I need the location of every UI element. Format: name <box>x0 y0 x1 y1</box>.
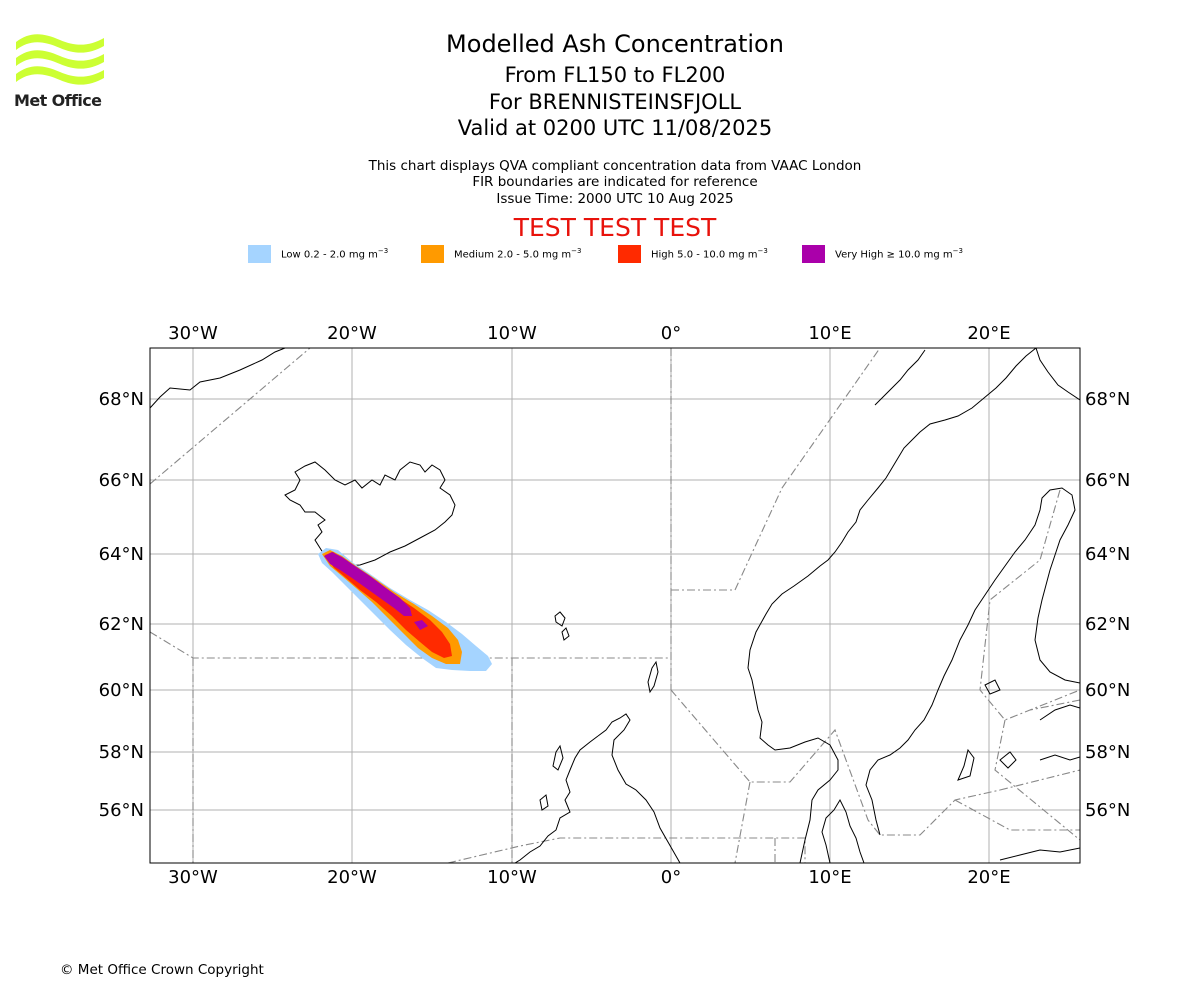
legend-swatch <box>802 245 825 263</box>
lon-tick: 10°E <box>808 323 851 344</box>
lon-tick: 20°E <box>967 323 1010 344</box>
ash-very-high-spot <box>414 620 428 630</box>
lat-tick: 66°N <box>99 470 144 491</box>
lat-tick: 56°N <box>1085 800 1130 821</box>
lon-tick: 20°E <box>967 867 1010 888</box>
lat-tick: 64°N <box>99 544 144 565</box>
lat-tick: 62°N <box>99 614 144 635</box>
lon-tick: 30°W <box>168 323 218 344</box>
legend-item-low: Low 0.2 - 2.0 mg m−3 <box>248 245 388 263</box>
met-office-logo-icon <box>16 34 104 85</box>
legend-label: Medium 2.0 - 5.0 mg m−3 <box>454 247 582 261</box>
lat-tick: 58°N <box>99 742 144 763</box>
legend-item-medium: Medium 2.0 - 5.0 mg m−3 <box>421 245 581 263</box>
lat-tick: 56°N <box>99 800 144 821</box>
fir-boundaries <box>150 348 1080 863</box>
lat-tick: 68°N <box>1085 389 1130 410</box>
lon-tick: 10°E <box>808 867 851 888</box>
valid-time: Valid at 0200 UTC 11/08/2025 <box>457 116 773 140</box>
lat-tick: 64°N <box>1085 544 1130 565</box>
ash-plume <box>318 548 492 671</box>
lon-tick: 10°W <box>487 867 537 888</box>
ash-very-high-spot <box>398 606 410 614</box>
lon-tick: 0° <box>661 323 681 344</box>
lat-tick: 62°N <box>1085 614 1130 635</box>
volcano-name: For BRENNISTEINSFJOLL <box>488 90 742 114</box>
lat-ticks-left: 68°N 66°N 64°N 62°N 60°N 58°N 56°N <box>99 389 144 821</box>
legend-swatch <box>421 245 444 263</box>
issue-time: Issue Time: 2000 UTC 10 Aug 2025 <box>496 191 734 207</box>
legend-item-very-high: Very High ≥ 10.0 mg m−3 <box>802 245 963 263</box>
lat-tick: 68°N <box>99 389 144 410</box>
lon-tick: 10°W <box>487 323 537 344</box>
info-line: FIR boundaries are indicated for referen… <box>472 174 758 190</box>
map-frame <box>149 347 1081 864</box>
lat-tick: 60°N <box>99 680 144 701</box>
ash-very-high-area <box>324 552 412 616</box>
gridlines <box>150 348 1080 863</box>
coastlines <box>150 348 1080 863</box>
lat-tick: 60°N <box>1085 680 1130 701</box>
legend-label: Low 0.2 - 2.0 mg m−3 <box>281 247 389 261</box>
legend-swatch <box>248 245 271 263</box>
legend-label: High 5.0 - 10.0 mg m−3 <box>651 247 768 261</box>
legend-item-high: High 5.0 - 10.0 mg m−3 <box>618 245 768 263</box>
logo-text: Met Office <box>14 91 102 110</box>
info-line: This chart displays QVA compliant concen… <box>368 158 862 174</box>
lon-tick: 30°W <box>168 867 218 888</box>
legend-swatch <box>618 245 641 263</box>
lon-tick: 0° <box>661 867 681 888</box>
lon-tick: 20°W <box>327 323 377 344</box>
lat-tick: 58°N <box>1085 742 1130 763</box>
test-banner: TEST TEST TEST <box>513 213 717 242</box>
legend-label: Very High ≥ 10.0 mg m−3 <box>835 247 963 261</box>
lon-tick: 20°W <box>327 867 377 888</box>
page-title: Modelled Ash Concentration <box>446 30 784 58</box>
lat-tick: 66°N <box>1085 470 1130 491</box>
lon-ticks-bottom: 30°W 20°W 10°W 0° 10°E 20°E <box>168 867 1010 888</box>
lon-ticks-top: 30°W 20°W 10°W 0° 10°E 20°E <box>168 323 1010 344</box>
flight-levels: From FL150 to FL200 <box>504 63 726 87</box>
copyright: © Met Office Crown Copyright <box>60 962 264 978</box>
lat-ticks-right: 68°N 66°N 64°N 62°N 60°N 58°N 56°N <box>1085 389 1130 821</box>
